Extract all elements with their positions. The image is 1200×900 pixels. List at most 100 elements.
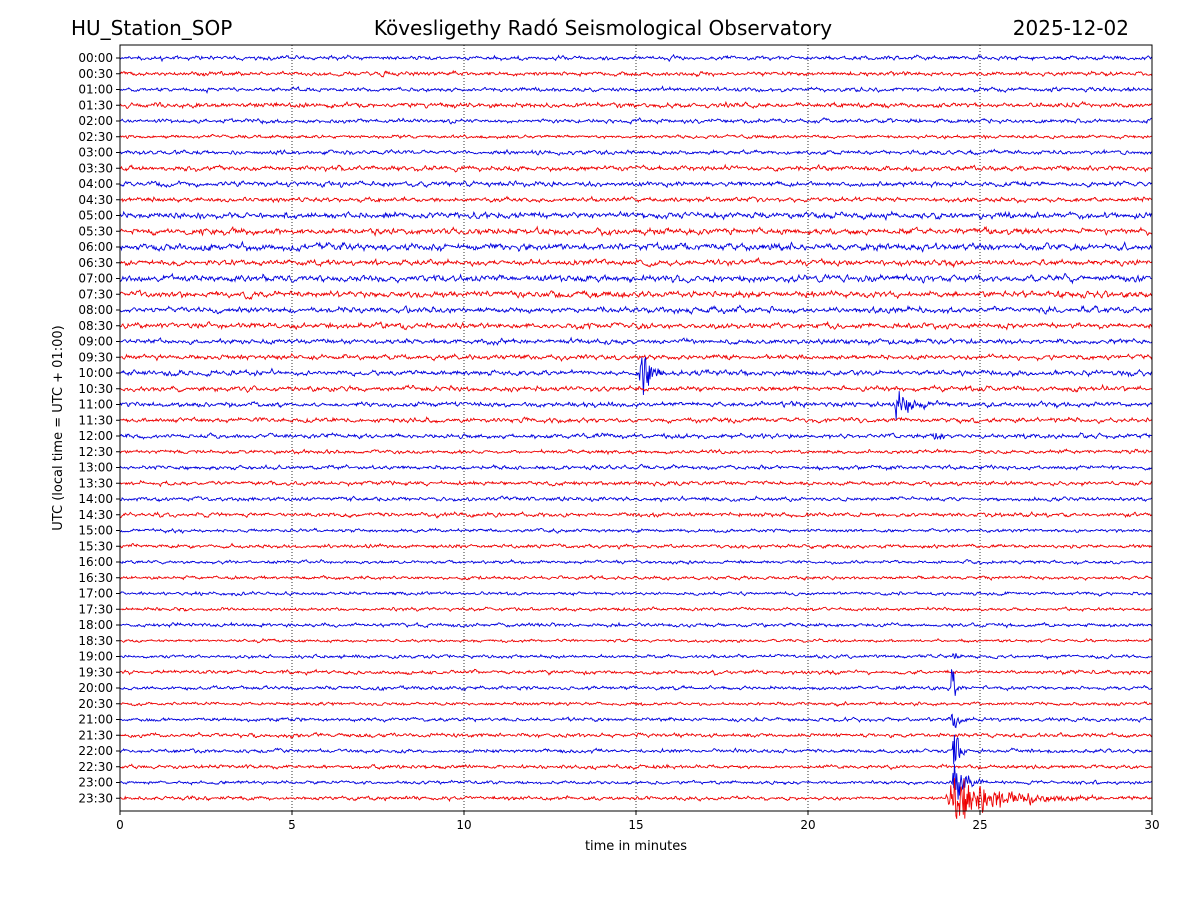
y-axis-label: UTC (local time = UTC + 01:00) xyxy=(51,325,66,530)
trace-1500 xyxy=(119,527,1153,535)
y-tick-label: 05:00 xyxy=(78,209,113,223)
trace-0300 xyxy=(119,148,1153,156)
y-tick-label: 22:00 xyxy=(78,744,113,758)
trace-1700 xyxy=(119,590,1153,597)
y-tick-label: 23:00 xyxy=(78,776,113,790)
y-tick-label: 10:00 xyxy=(78,366,113,380)
y-tick-label: 05:30 xyxy=(78,224,113,238)
trace-1730 xyxy=(119,606,1153,613)
y-tick-label: 06:30 xyxy=(78,256,113,270)
x-axis-label: time in minutes xyxy=(585,839,687,854)
y-tick-label: 08:00 xyxy=(78,303,113,317)
y-tick-label: 15:00 xyxy=(78,524,113,538)
x-axis-ticks: 0 5 10 15 20 25 30 xyxy=(116,811,1160,832)
trace-0000 xyxy=(119,53,1153,63)
trace-1330 xyxy=(119,479,1153,488)
y-tick-label: 19:00 xyxy=(78,650,113,664)
y-tick-label: 03:00 xyxy=(78,146,113,160)
trace-0600 xyxy=(119,240,1153,253)
trace-1900 xyxy=(119,653,1153,660)
trace-2300 xyxy=(119,764,1153,800)
trace-2200 xyxy=(119,734,1153,765)
trace-1300 xyxy=(119,463,1153,472)
y-tick-label: 07:30 xyxy=(78,287,113,301)
trace-0800 xyxy=(119,304,1153,315)
y-tick-label: 11:00 xyxy=(78,398,113,412)
trace-0730 xyxy=(119,289,1153,300)
trace-0200 xyxy=(119,117,1153,125)
y-tick-label: 04:30 xyxy=(78,193,113,207)
y-tick-label: 00:00 xyxy=(78,51,113,65)
trace-1830 xyxy=(119,637,1153,644)
y-tick-label: 04:00 xyxy=(78,177,113,191)
trace-2000 xyxy=(120,669,1153,696)
y-tick-label: 10:30 xyxy=(78,382,113,396)
y-tick-label: 22:30 xyxy=(78,760,113,774)
y-tick-label: 16:00 xyxy=(78,555,113,569)
trace-1400 xyxy=(119,495,1153,503)
x-tick-label: 30 xyxy=(1144,818,1159,832)
chart-date: 2025-12-02 xyxy=(1013,16,1129,40)
trace-0830 xyxy=(119,320,1153,331)
trace-1630 xyxy=(119,574,1153,582)
trace-0430 xyxy=(119,195,1153,204)
trace-0330 xyxy=(119,163,1153,173)
y-tick-label: 07:00 xyxy=(78,272,113,286)
y-tick-label: 13:00 xyxy=(78,461,113,475)
y-tick-label: 23:30 xyxy=(78,791,113,805)
trace-1800 xyxy=(119,621,1153,629)
trace-0900 xyxy=(119,336,1153,347)
trace-0930 xyxy=(120,352,1153,363)
trace-1230 xyxy=(119,448,1153,456)
trace-0400 xyxy=(119,180,1153,189)
x-tick-label: 0 xyxy=(116,818,124,832)
trace-1100 xyxy=(119,391,1153,420)
trace-1130 xyxy=(119,416,1153,425)
y-tick-label: 09:00 xyxy=(78,335,113,349)
y-tick-label: 11:30 xyxy=(78,413,113,427)
trace-0030 xyxy=(119,69,1153,78)
y-tick-label: 14:30 xyxy=(78,508,113,522)
trace-2130 xyxy=(119,731,1153,739)
y-tick-label: 08:30 xyxy=(78,319,113,333)
y-tick-label: 16:30 xyxy=(78,571,113,585)
y-tick-label: 12:30 xyxy=(78,445,113,459)
y-tick-label: 19:30 xyxy=(78,665,113,679)
y-tick-label: 18:30 xyxy=(78,634,113,648)
trace-0230 xyxy=(119,133,1153,140)
y-tick-label: 06:00 xyxy=(78,240,113,254)
trace-0630 xyxy=(119,257,1153,269)
y-tick-label: 17:00 xyxy=(78,587,113,601)
y-tick-label: 15:30 xyxy=(78,539,113,553)
y-tick-label: 02:30 xyxy=(78,130,113,144)
y-tick-label: 20:00 xyxy=(78,681,113,695)
x-tick-label: 15 xyxy=(628,818,643,832)
vertical-grid xyxy=(291,45,981,811)
y-tick-label: 21:30 xyxy=(78,728,113,742)
y-tick-label: 01:30 xyxy=(78,98,113,112)
chart-title: Kövesligethy Radó Seismological Observat… xyxy=(374,16,832,40)
x-tick-label: 10 xyxy=(456,818,471,832)
y-tick-label: 00:30 xyxy=(78,67,113,81)
trace-1030 xyxy=(119,383,1153,394)
y-tick-label: 03:30 xyxy=(78,161,113,175)
x-tick-label: 20 xyxy=(800,818,815,832)
trace-0700 xyxy=(119,272,1153,285)
y-tick-label: 09:30 xyxy=(78,350,113,364)
trace-0500 xyxy=(119,210,1153,222)
trace-1530 xyxy=(119,542,1153,550)
y-tick-label: 13:30 xyxy=(78,476,113,490)
y-tick-label: 01:00 xyxy=(78,83,113,97)
trace-1200 xyxy=(119,432,1153,440)
trace-1000 xyxy=(119,357,1153,396)
trace-0530 xyxy=(119,225,1153,237)
trace-1600 xyxy=(119,558,1153,566)
trace-0130 xyxy=(119,100,1153,110)
trace-1430 xyxy=(119,511,1153,519)
y-tick-label: 21:00 xyxy=(78,713,113,727)
trace-2230 xyxy=(119,763,1153,771)
trace-2100 xyxy=(119,713,1153,729)
seismic-traces xyxy=(119,53,1153,819)
